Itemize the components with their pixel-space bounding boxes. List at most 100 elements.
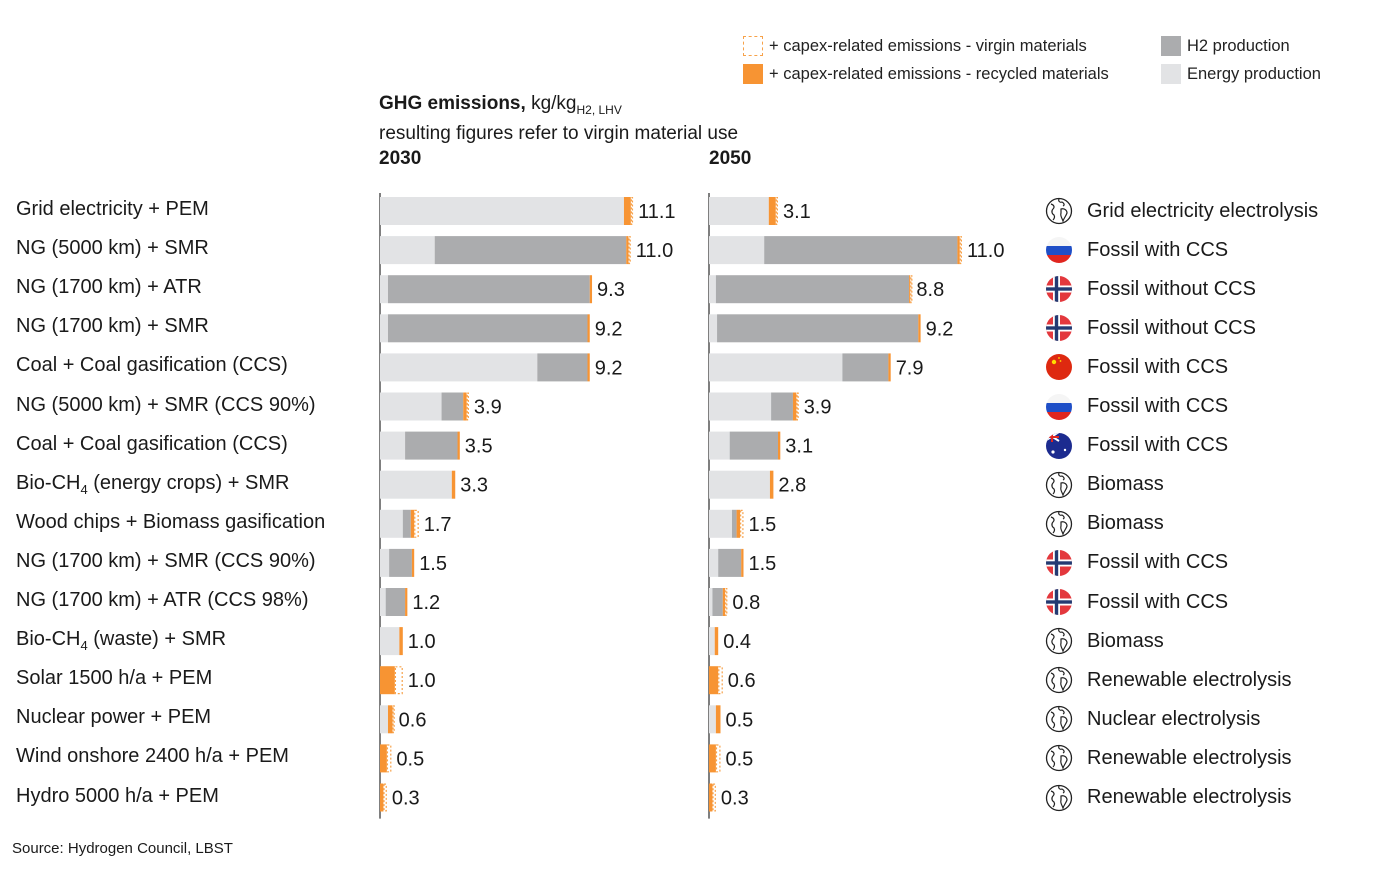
row-label-text: NG (1700 km) + SMR (CCS 90%) <box>16 549 316 572</box>
data-label: 3.3 <box>460 475 488 497</box>
bar-energy-production <box>380 431 406 460</box>
bar-energy-production <box>709 431 730 460</box>
data-label: 11.0 <box>967 240 1004 262</box>
legend-label-energy: Energy production <box>1187 64 1321 83</box>
data-label: 9.2 <box>926 318 954 340</box>
bar-capex-recycled <box>587 314 590 343</box>
bar-capex-recycled <box>769 470 774 499</box>
bar-energy-production <box>380 627 400 656</box>
data-label: 0.5 <box>396 748 424 770</box>
bar-capex-recycled <box>587 353 590 382</box>
data-label: 3.9 <box>474 397 502 419</box>
row-label-text: NG (1700 km) + ATR <box>16 276 202 299</box>
bar-capex-virgin <box>740 509 744 538</box>
globe-icon <box>1045 706 1073 733</box>
bar-energy-production <box>380 275 388 304</box>
bar-capex-recycled <box>405 588 408 616</box>
bar-h2-production <box>712 588 723 616</box>
china-flag-icon <box>1046 354 1072 381</box>
bar-capex-recycled <box>411 548 415 577</box>
bar-capex-recycled <box>918 314 921 343</box>
data-label: 1.2 <box>412 592 440 614</box>
chart-title: GHG emissions, kg/kgH2, LHV resulting fi… <box>379 92 738 146</box>
bar-capex-recycled <box>709 783 713 812</box>
bar-energy-production <box>709 353 843 382</box>
category-label: Fossil with CCS <box>1087 590 1229 613</box>
data-label: 0.5 <box>726 709 754 731</box>
category-item: Nuclear electrolysis <box>1045 705 1260 733</box>
data-label: 0.3 <box>721 788 749 810</box>
category-label: Fossil with CCS <box>1087 551 1229 574</box>
bar-h2-production <box>537 353 588 382</box>
bar-capex-recycled <box>626 236 629 265</box>
row-label: NG (5000 km) + SMR (CCS 90%) <box>16 394 316 417</box>
bar-capex-recycled <box>387 705 393 734</box>
globe-icon <box>1045 627 1073 655</box>
row-label: NG (1700 km) + ATR <box>16 276 202 299</box>
bar-energy-production <box>380 705 388 734</box>
category-item: Biomass <box>1045 627 1164 655</box>
data-label: 3.9 <box>804 397 832 419</box>
row-label-text: Coal + Coal gasification (CCS) <box>16 432 288 455</box>
bar-capex-recycled <box>909 275 911 304</box>
data-label: 1.7 <box>424 514 452 536</box>
legend-item-virgin: + capex-related emissions - virgin mater… <box>743 36 1087 56</box>
bar-capex-virgin <box>392 705 395 734</box>
category-item: Biomass <box>1045 471 1164 499</box>
globe-icon <box>1045 667 1073 694</box>
bar-capex-virgin <box>910 275 913 304</box>
bar-h2-production <box>718 548 742 577</box>
data-label: 11.1 <box>638 201 675 223</box>
bar-capex-recycled <box>380 666 395 695</box>
norway-flag-icon <box>1046 276 1072 303</box>
globe-icon <box>1045 745 1073 772</box>
bar-energy-production <box>709 509 732 538</box>
bar-h2-production <box>764 236 958 265</box>
data-label: 3.1 <box>785 436 813 458</box>
bar-capex-virgin <box>383 783 387 812</box>
row-label-text: Grid electricity + PEM <box>16 198 209 220</box>
row-label-text: Bio-CH <box>16 471 81 494</box>
legend-label-virgin: + capex-related emissions - virgin mater… <box>769 36 1087 55</box>
globe-icon <box>1045 197 1073 225</box>
category-item: Fossil with CCS <box>1045 393 1228 421</box>
russia-flag-icon <box>1046 237 1072 264</box>
category-label: Fossil without CCS <box>1087 316 1256 339</box>
bar-energy-production <box>709 470 770 499</box>
bar-capex-recycled <box>451 470 456 499</box>
row-label-text: Wind onshore 2400 h/a + PEM <box>16 745 289 768</box>
category-label: Nuclear electrolysis <box>1087 707 1261 730</box>
category-label: Fossil with CCS <box>1087 434 1229 457</box>
bar-energy-production <box>380 353 538 382</box>
legend-item-h2: H2 production <box>1161 36 1290 56</box>
data-label: 1.0 <box>408 631 436 653</box>
data-label: 0.3 <box>392 788 420 810</box>
data-label: 9.2 <box>595 318 623 340</box>
bar-capex-recycled <box>778 431 781 460</box>
bar-capex-recycled <box>957 236 960 265</box>
data-label: 8.8 <box>916 279 944 301</box>
data-label: 1.0 <box>408 670 436 692</box>
bar-capex-virgin <box>715 744 721 773</box>
category-label: Fossil with CCS <box>1087 355 1229 378</box>
bar-energy-production <box>709 705 716 734</box>
bar-energy-production <box>709 275 716 304</box>
bar-h2-production <box>385 588 406 616</box>
bar-capex-virgin <box>796 392 799 421</box>
bar-capex-recycled <box>709 744 716 773</box>
bar-h2-production <box>717 314 919 343</box>
row-label-text: Hydro 5000 h/a + PEM <box>16 784 219 807</box>
category-label: Biomass <box>1087 512 1164 535</box>
bar-capex-recycled <box>589 275 593 304</box>
row-label-text: NG (5000 km) + SMR <box>16 237 209 260</box>
legend-label-recycled: + capex-related emissions - recycled mat… <box>769 64 1109 83</box>
row-label-rest: (energy crops) + SMR <box>87 471 290 494</box>
legend-label-h2: H2 production <box>1187 36 1290 55</box>
row-label: Bio-CH4 (energy crops) + SMR <box>16 472 289 497</box>
category-label: Biomass <box>1087 473 1164 496</box>
bar-capex-recycled <box>715 705 721 734</box>
title-unit-sub: H2, LHV <box>576 102 622 117</box>
bar-energy-production <box>709 588 713 616</box>
row-label: Hydro 5000 h/a + PEM <box>16 785 219 808</box>
